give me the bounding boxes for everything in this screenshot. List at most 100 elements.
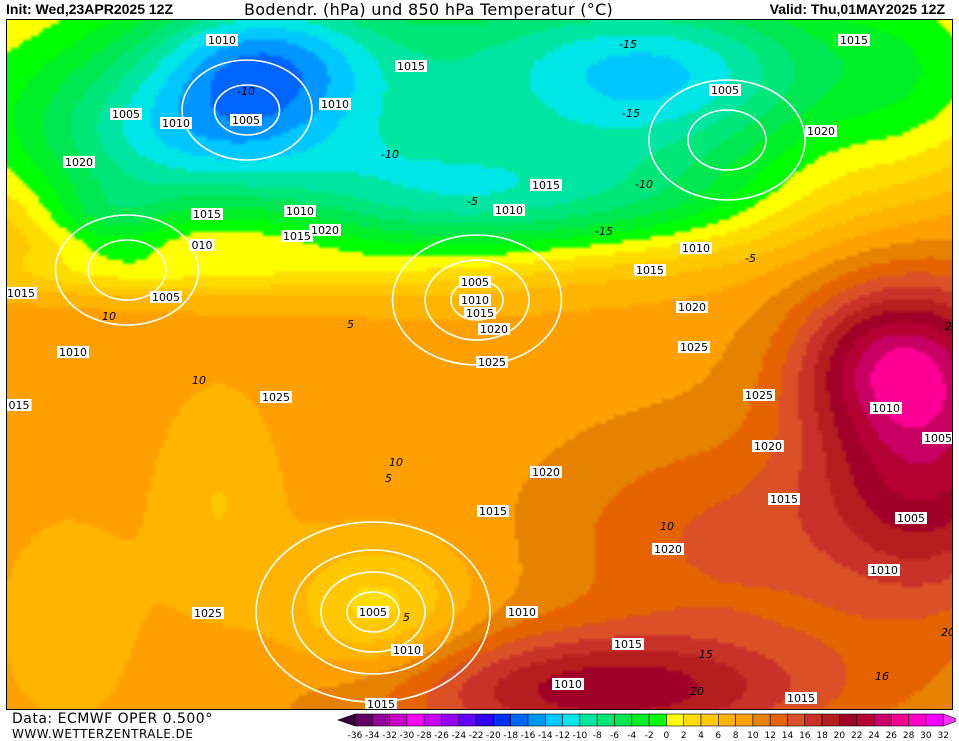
isobar-label: 1015 [479,505,507,518]
data-source: Data: ECMWF OPER 0.500° [12,711,213,727]
temperature-contour-label: -15 [595,225,613,238]
legend-swatch [787,713,806,727]
legend-swatch [406,713,425,727]
isobar-label-box [478,323,510,335]
isobar-label: 1010 [286,205,314,218]
isobar-label-box [395,60,427,72]
legend-tick-label: -2 [645,731,654,741]
isobar-label-box [870,402,902,414]
legend-tick-label: -24 [451,731,466,741]
legend-tick-label: -4 [627,731,636,741]
isobar-label: 1015 [283,230,311,243]
legend-swatch [458,713,477,727]
isobar-label: 1005 [897,512,925,525]
legend-swatch [441,713,460,727]
isobar-line [291,549,455,675]
isobar-label: 1010 [495,204,523,217]
legend-tick-label: 12 [764,731,775,741]
isobar-label-box [785,692,817,704]
isobar-label: 1025 [680,341,708,354]
isobar-label-box [530,179,562,191]
isobar-label-box [284,205,316,217]
isobar-label-box [7,287,37,299]
isobar-line [213,84,281,136]
isobar-label-box [230,114,262,126]
legend-swatch [666,713,684,727]
isobar-label-box [530,466,562,478]
legend-swatch [717,713,736,727]
chart-title: Bodendr. (hPa) und 850 hPa Temperatur (°… [244,0,614,19]
legend-tick-label: -14 [538,731,553,741]
isobar-label: 1020 [754,440,782,453]
legend-tick-label: 18 [816,731,828,741]
legend-swatch [873,713,892,727]
isobar-label: 1010 [461,294,489,307]
isobar-label-box [895,512,927,524]
legend-tick-label: -22 [469,731,484,741]
isobar-label: 1010 [508,606,536,619]
isobar-label: 1020 [65,156,93,169]
temperature-contour-label: -10 [237,85,255,98]
isobar-label: 1015 [787,692,815,705]
init-time: Init: Wed,23APR2025 12Z [6,1,174,17]
isobar-label: 1020 [480,323,508,336]
isobar-label: 1015 [367,698,395,710]
temperature-contour-label: -10 [635,178,653,191]
legend-swatch [371,713,390,727]
legend-swatch [562,713,581,727]
temperature-contour-label: 5 [385,472,392,485]
isobar-label: 1010 [682,242,710,255]
isobar-label: 1025 [745,389,773,402]
legend-tick-label: -30 [400,731,415,741]
isobar-label-box [680,242,712,254]
isobar-line [181,59,313,161]
isobar-label: 1025 [194,607,222,620]
isobar-label-box [838,34,870,46]
legend-tick-label: 28 [903,731,915,741]
isobar-label: 1005 [711,84,739,97]
isobar-label-box [150,291,182,303]
legend-swatch [527,713,546,727]
legend-swatch [925,713,944,727]
isobar-label-box [676,301,708,313]
legend-tick-label: -18 [503,731,518,741]
temperature-contour-label: 15 [699,648,713,661]
legend-tick-label: 8 [733,731,739,741]
isobar-label-box [192,607,224,619]
isobar-label-box [743,389,775,401]
legend-swatch [735,713,754,727]
isobar-label: 1015 [193,208,221,221]
legend-tick-label: 14 [782,731,794,741]
temperature-contour-label: 10 [102,310,116,323]
isobar-label: 1005 [152,291,180,304]
legend-tick-label: -6 [610,731,619,741]
temperature-contour-label: 10 [660,520,674,533]
isobar-line [320,571,426,653]
legend-swatch [683,713,702,727]
legend-above-arrow [942,713,956,727]
isobar-label: 1015 [614,638,642,651]
legend-swatch [890,713,909,727]
legend-tick-label: 32 [937,731,948,741]
isobar-label: 1005 [461,276,489,289]
isobar-label-box [768,493,800,505]
temperature-contour-label: -5 [745,252,756,265]
legend-tick-label: 16 [799,731,811,741]
isobar-label: 1010 [321,98,349,111]
isobar-label: 1015 [636,264,664,277]
isobar-label-box [110,108,142,120]
isobar-label: 1015 [840,34,868,47]
legend-swatch [752,713,771,727]
legend-tick-label: 6 [715,731,721,741]
isobar-label-box [160,117,192,129]
isobar-label-box [493,204,525,216]
legend-tick-label: 10 [747,731,759,741]
legend-swatch [596,713,615,727]
isobar-label: 1015 [532,179,560,192]
isobar-label: 010 [192,239,213,252]
legend-tick-label: -8 [593,731,602,741]
isobar-label-box [477,505,509,517]
website: WWW.WETTERZENTRALE.DE [12,727,194,741]
isobar-label-box [678,341,710,353]
